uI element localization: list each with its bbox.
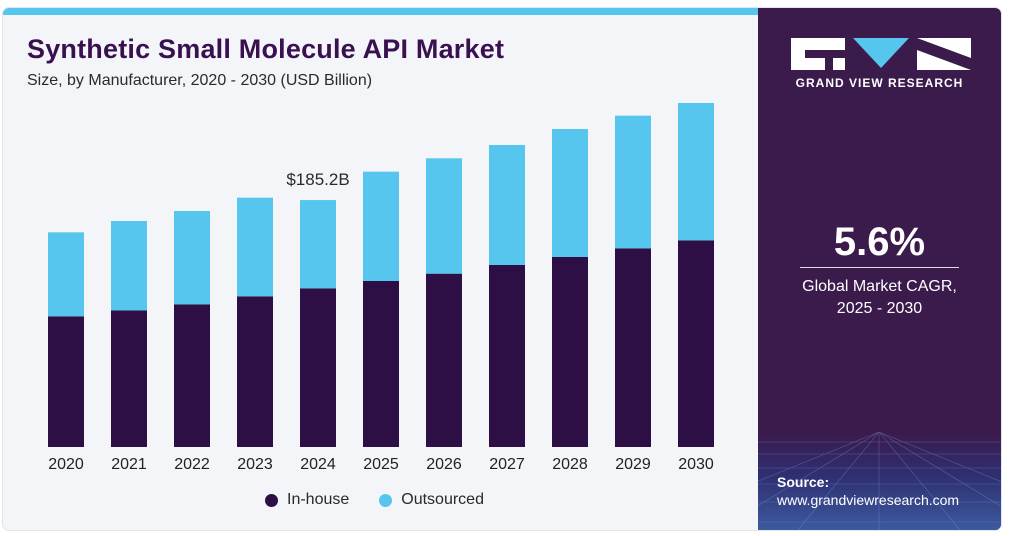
- cagr-value: 5.6%: [833, 220, 926, 264]
- legend-label-inhouse: In-house: [287, 491, 350, 508]
- cagr-label-line1: Global Market CAGR,: [802, 278, 957, 295]
- grand-view-research-logo: [791, 38, 971, 70]
- x-tick-label: 2021: [111, 456, 147, 473]
- legend-item-inhouse: In-house: [265, 491, 349, 509]
- bar-inhouse-2024: [300, 288, 336, 447]
- chart-legend: In-house Outsourced: [265, 489, 514, 511]
- legend-swatch-inhouse: [265, 493, 278, 507]
- legend-label-outsourced: Outsourced: [401, 491, 484, 508]
- brand-name: GRAND VIEW RESEARCH: [795, 76, 964, 90]
- bar-total-annotation: $185.2B: [286, 170, 349, 189]
- bar-inhouse-2028: [552, 257, 588, 447]
- bar-outsourced-2026: [426, 158, 462, 274]
- legend-item-outsourced: Outsourced: [379, 491, 484, 509]
- bar-inhouse-2022: [174, 304, 210, 447]
- cagr-label-line2: 2025 - 2030: [836, 300, 923, 317]
- bar-outsourced-2021: [111, 221, 147, 311]
- x-tick-label: 2023: [237, 456, 273, 473]
- source-title: Source:: [777, 474, 830, 490]
- bar-outsourced-2020: [48, 232, 84, 317]
- x-tick-label: 2020: [48, 456, 84, 473]
- x-tick-label: 2022: [174, 456, 210, 473]
- chart-subtitle: Size, by Manufacturer, 2020 - 2030 (USD …: [27, 72, 373, 89]
- bar-outsourced-2025: [363, 171, 399, 281]
- bar-inhouse-2025: [363, 281, 399, 447]
- bar-inhouse-2026: [426, 273, 462, 447]
- legend-swatch-outsourced: [379, 493, 393, 507]
- x-tick-label: 2025: [363, 456, 399, 473]
- chart-panel: Synthetic Small Molecule API Market Size…: [3, 8, 758, 530]
- bar-inhouse-2030: [678, 240, 714, 447]
- infographic-card: Synthetic Small Molecule API Market Size…: [3, 8, 1001, 530]
- stacked-bar-chart: 2020 2021 2022 2023 2024 $185.2B 2025 2026 2027 2…: [48, 103, 714, 473]
- bar-inhouse-2029: [615, 248, 651, 447]
- chart-title: Synthetic Small Molecule API Market: [27, 34, 505, 64]
- bar-outsourced-2029: [615, 115, 651, 249]
- bar-outsourced-2027: [489, 145, 525, 265]
- cagr-label: Global Market CAGR, 2025 - 2030: [758, 276, 1001, 320]
- summary-sidebar: GRAND VIEW RESEARCH 5.6% Global Market C…: [758, 8, 1001, 530]
- cagr-divider: [800, 267, 959, 268]
- bar-inhouse-2021: [111, 310, 147, 447]
- decorative-grid-floor: [758, 432, 1001, 530]
- source-url[interactable]: www.grandviewresearch.com: [777, 492, 960, 508]
- x-tick-label: 2026: [426, 456, 462, 473]
- bar-outsourced-2028: [552, 129, 588, 257]
- x-tick-label: 2024: [300, 456, 336, 473]
- bar-inhouse-2027: [489, 265, 525, 447]
- top-accent-strip: [3, 8, 758, 15]
- x-tick-label: 2027: [489, 456, 525, 473]
- x-tick-label: 2028: [552, 456, 588, 473]
- x-tick-label: 2030: [678, 456, 714, 473]
- x-tick-label: 2029: [615, 456, 651, 473]
- bar-inhouse-2023: [237, 296, 273, 447]
- bar-inhouse-2020: [48, 316, 84, 447]
- bar-outsourced-2022: [174, 211, 210, 305]
- bar-outsourced-2030: [678, 103, 714, 241]
- bar-outsourced-2024: [300, 200, 336, 289]
- bar-outsourced-2023: [237, 197, 273, 297]
